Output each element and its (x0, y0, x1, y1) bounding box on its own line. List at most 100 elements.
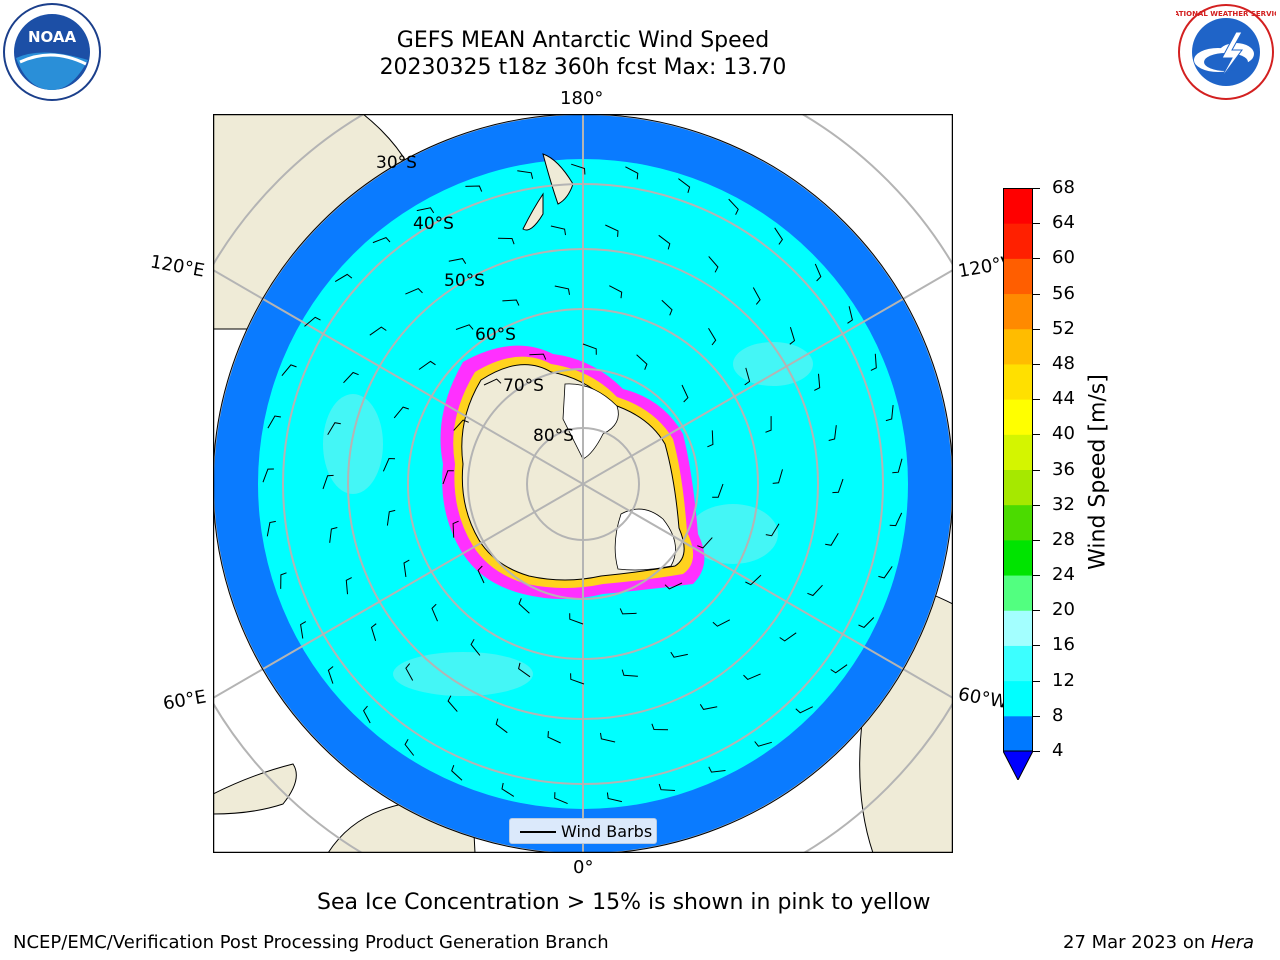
wind-barb (681, 384, 689, 403)
wind-barb (774, 227, 784, 245)
wind-barb (664, 582, 683, 590)
wind-barb (570, 673, 585, 685)
land-madagascar (213, 763, 297, 815)
wind-barb (708, 766, 726, 773)
wind-barb (345, 577, 352, 595)
colorbar-tick-mark (1033, 610, 1040, 612)
nws-logo: NATIONAL WEATHER SERVICE (1176, 4, 1276, 100)
wind-barb (554, 285, 570, 295)
colorbar-tick-label: 52 (1052, 317, 1075, 339)
wind-barb (795, 706, 814, 714)
wind-barb (708, 256, 719, 273)
wind-barb (712, 483, 724, 498)
wind-barb (431, 603, 438, 622)
wind-barb (403, 559, 410, 577)
colorbar-cell (1003, 715, 1033, 752)
colorbar-tick-label: 24 (1052, 564, 1075, 586)
wind-barb (501, 782, 515, 797)
wind-patch (688, 504, 778, 564)
wind-barb (267, 415, 281, 429)
colorbar-cell (1003, 328, 1033, 365)
lon-label-120e: 120°E (148, 251, 207, 282)
wind-barb (814, 373, 821, 391)
wind-barb (661, 299, 673, 316)
wind-barbs (262, 163, 903, 805)
land-nz-north (542, 153, 574, 205)
wind-barb (847, 306, 853, 324)
wind-barb (442, 470, 454, 485)
legend-label: Wind Barbs (561, 822, 653, 841)
wind-barb (625, 166, 639, 180)
wind-patch (393, 652, 533, 696)
wind-barb (708, 327, 717, 346)
lat-label-50s: 50°S (444, 271, 485, 291)
wind-barb (678, 178, 691, 193)
colorbar-cell (1003, 293, 1033, 330)
wind-barb (477, 565, 485, 584)
wind-barb (393, 406, 409, 419)
colorbar-tick-mark (1033, 539, 1040, 541)
wind-barb (658, 234, 671, 250)
wind-barb (889, 512, 903, 527)
lon-label-top: 180° (560, 88, 604, 109)
wind-barb (497, 237, 515, 245)
wind-patch (733, 342, 813, 386)
wind-barb (405, 288, 423, 295)
wind-barb (699, 704, 718, 710)
wind-barb (814, 263, 822, 282)
colorbar-cell (1003, 680, 1033, 717)
lon-label-60e: 60°E (161, 686, 208, 715)
lat-label-60s: 60°S (475, 325, 516, 345)
polar-map: 30°S 40°S 50°S 60°S 70°S 80°S (213, 114, 953, 853)
colorbar-tick-label: 20 (1052, 599, 1075, 621)
colorbar-tick-label: 64 (1052, 212, 1075, 234)
colorbar-tick-label: 16 (1052, 634, 1075, 656)
wind-barb (382, 457, 396, 472)
colorbar-cell (1003, 610, 1033, 646)
wind-barb (495, 718, 508, 734)
colorbar-cell (1003, 469, 1033, 506)
wind-barb (619, 608, 637, 615)
colorbar-cell (1003, 223, 1033, 259)
wind-barb (651, 723, 669, 731)
wind-barb (518, 598, 530, 614)
graticule-outer (213, 114, 953, 853)
wind-barb (772, 469, 783, 484)
wind-barb (569, 613, 584, 625)
sea-ice-caption: Sea Ice Concentration > 15% is shown in … (317, 890, 931, 915)
colorbar-tick-mark (1033, 575, 1040, 577)
wind-barbs-legend: Wind Barbs (509, 818, 657, 844)
wind-barb (743, 673, 761, 680)
wind-barb (448, 258, 467, 264)
wind-barb (329, 527, 338, 543)
wind-barb (280, 572, 287, 589)
chart-subtitle: 20230325 t18z 360h fcst Max: 13.70 (379, 55, 787, 80)
colorbar-extend-arrow (1003, 750, 1033, 780)
wind-barb (600, 732, 616, 743)
colorbar-tick-mark (1033, 469, 1040, 471)
colorbar-tick-label: 8 (1052, 704, 1064, 726)
colorbar-tick-label: 48 (1052, 352, 1075, 374)
wind-barb (386, 509, 396, 526)
wind-patch (323, 394, 383, 494)
wind-barb (892, 458, 903, 474)
colorbar-tick-mark (1033, 258, 1040, 260)
colorbar-cell (1003, 504, 1033, 541)
colorbar-tick-mark (1033, 434, 1040, 436)
wind-barb (547, 731, 561, 744)
antarctica (440, 345, 705, 599)
colorbar-tick-label: 32 (1052, 493, 1075, 515)
wind-barb (707, 430, 714, 448)
colorbar-border (1003, 188, 1033, 752)
wind-barb (670, 651, 688, 658)
wind-barb (465, 185, 483, 192)
colorbar-tick-label: 40 (1052, 423, 1075, 445)
wind-barb (870, 353, 877, 371)
wind-barb (327, 666, 334, 684)
footer-right: 27 Mar 2023 on Hera (1063, 932, 1254, 953)
wind-barb (789, 327, 796, 345)
wind-barb (447, 695, 458, 712)
wind-barb (304, 316, 321, 327)
wind-barb (451, 765, 463, 781)
colorbar-tick-label: 68 (1052, 177, 1075, 198)
